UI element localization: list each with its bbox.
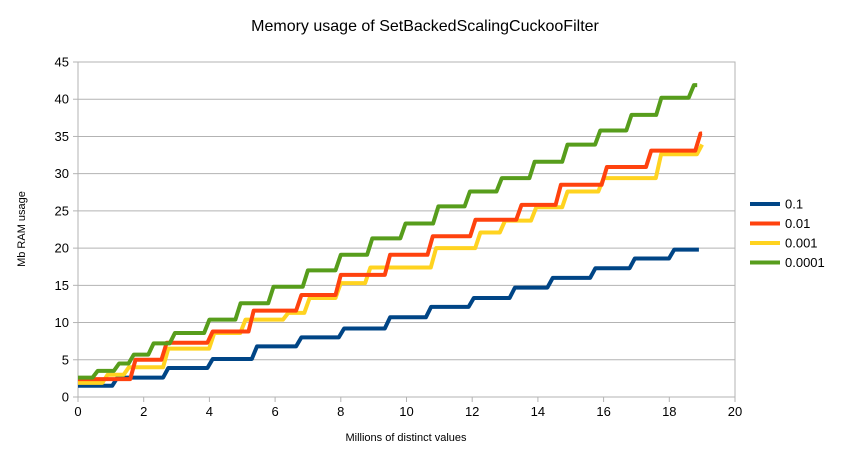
series-line-0.001 xyxy=(78,143,704,385)
x-axis-title: Millions of distinct values xyxy=(345,432,467,444)
grid-layer: 0 5 10 15 20 25 30 35 40 45 0 2 4 6 8 10 12 14 16 18 20 xyxy=(55,55,743,420)
y-tick-label: 25 xyxy=(55,203,69,218)
x-tick-label: 20 xyxy=(728,404,742,419)
x-tick-label: 6 xyxy=(271,404,278,419)
y-tick-label: 20 xyxy=(55,241,69,256)
legend-item-label: 0.1 xyxy=(785,197,803,212)
x-tick-label: 4 xyxy=(206,404,213,419)
legend-item-label: 0.001 xyxy=(785,236,818,251)
legend-item-label: 0.0001 xyxy=(785,255,825,270)
series-line-0.01 xyxy=(78,131,703,382)
x-tick-label: 2 xyxy=(140,404,147,419)
x-tick-label: 0 xyxy=(74,404,81,419)
series-line-0.1 xyxy=(78,247,699,388)
x-tick-label: 16 xyxy=(596,404,610,419)
y-tick-label: 30 xyxy=(55,166,69,181)
chart-title: Memory usage of SetBackedScalingCuckooFi… xyxy=(251,18,599,35)
y-axis-title: Mb RAM usage xyxy=(16,191,28,267)
legend-item: 0.01 xyxy=(750,216,810,231)
legend-item-label: 0.01 xyxy=(785,216,810,231)
y-tick-label: 10 xyxy=(55,315,69,330)
x-tick-label: 18 xyxy=(662,404,676,419)
legend-item: 0.0001 xyxy=(750,255,825,270)
legend-item: 0.1 xyxy=(750,197,803,212)
x-tick-label: 14 xyxy=(531,404,545,419)
y-tick-label: 5 xyxy=(62,352,69,367)
y-tick-label: 0 xyxy=(62,390,69,405)
series-layer xyxy=(78,83,704,388)
x-tick-label: 10 xyxy=(399,404,413,419)
legend-item: 0.001 xyxy=(750,236,818,251)
y-tick-label: 45 xyxy=(55,55,69,70)
y-tick-label: 40 xyxy=(55,92,69,107)
y-tick-label: 35 xyxy=(55,129,69,144)
x-tick-label: 12 xyxy=(465,404,479,419)
y-tick-label: 15 xyxy=(55,278,69,293)
legend: 0.1 0.01 0.001 0.0001 xyxy=(750,197,825,270)
series-line-0.0001 xyxy=(78,83,698,380)
x-tick-label: 8 xyxy=(337,404,344,419)
